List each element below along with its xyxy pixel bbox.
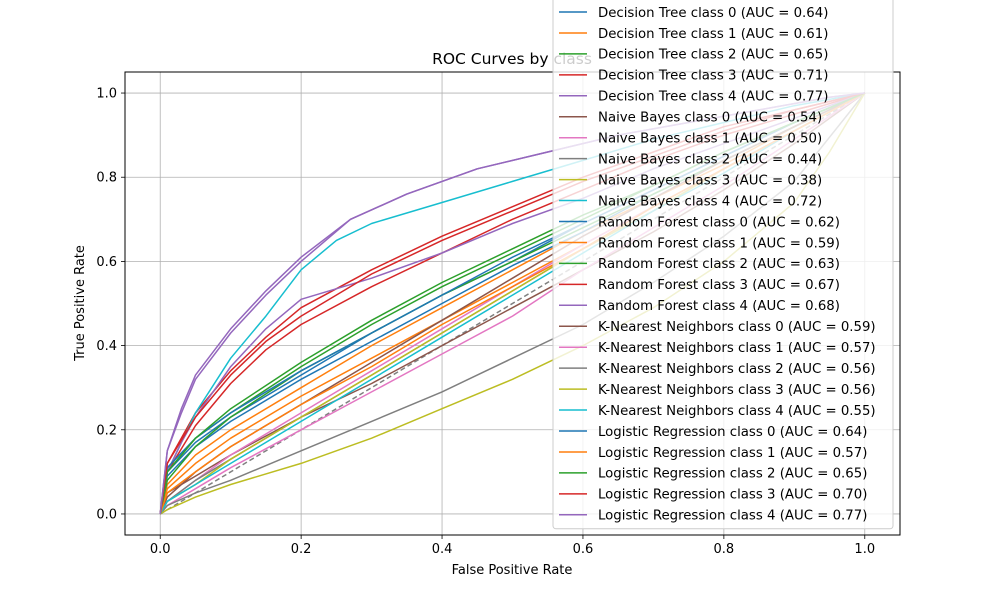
legend-entry: Decision Tree class 2 (AUC = 0.65) xyxy=(559,48,828,63)
y-axis-ticks: 0.0 0.2 0.4 0.6 0.8 1.0 xyxy=(96,87,125,522)
legend-label: Naive Bayes class 0 (AUC = 0.54) xyxy=(598,111,822,126)
legend-entry: Naive Bayes class 3 (AUC = 0.38) xyxy=(559,173,822,188)
legend-label: Naive Bayes class 3 (AUC = 0.38) xyxy=(598,173,822,188)
x-tick-label: 0.6 xyxy=(573,542,594,557)
legend-label: K-Nearest Neighbors class 4 (AUC = 0.55) xyxy=(598,404,876,419)
legend-entry: Logistic Regression class 1 (AUC = 0.57) xyxy=(559,446,867,461)
y-tick-label: 0.8 xyxy=(96,171,117,186)
legend-label: Naive Bayes class 4 (AUC = 0.72) xyxy=(598,194,822,209)
legend-label: Random Forest class 0 (AUC = 0.62) xyxy=(598,215,840,230)
legend-label: Logistic Regression class 3 (AUC = 0.70) xyxy=(598,488,867,503)
legend-label: K-Nearest Neighbors class 3 (AUC = 0.56) xyxy=(598,383,876,398)
legend-entry: Naive Bayes class 4 (AUC = 0.72) xyxy=(559,194,822,209)
legend-entry: K-Nearest Neighbors class 2 (AUC = 0.56) xyxy=(559,362,876,377)
plot-frame xyxy=(124,71,901,536)
legend-entry: Naive Bayes class 0 (AUC = 0.54) xyxy=(559,111,822,126)
legend-box xyxy=(552,0,894,530)
legend-entry: K-Nearest Neighbors class 1 (AUC = 0.57) xyxy=(559,341,876,356)
x-tick-label: 0.0 xyxy=(150,542,171,557)
legend-entry: Random Forest class 3 (AUC = 0.67) xyxy=(559,278,840,293)
legend-entry: K-Nearest Neighbors class 0 (AUC = 0.59) xyxy=(559,320,876,335)
legend-entry: Naive Bayes class 2 (AUC = 0.44) xyxy=(559,152,822,167)
legend-label: Random Forest class 2 (AUC = 0.63) xyxy=(598,257,840,272)
legend-label: Decision Tree class 2 (AUC = 0.65) xyxy=(598,48,828,63)
legend-items: Decision Tree class 0 (AUC = 0.64) Decisi… xyxy=(559,6,876,524)
legend-entry: Logistic Regression class 4 (AUC = 0.77) xyxy=(559,509,867,524)
legend-label: Decision Tree class 0 (AUC = 0.64) xyxy=(598,6,828,21)
legend-entry: K-Nearest Neighbors class 4 (AUC = 0.55) xyxy=(559,404,876,419)
legend-label: Random Forest class 4 (AUC = 0.68) xyxy=(598,299,840,314)
y-axis-title: True Positive Rate xyxy=(73,245,88,362)
legend-label: Logistic Regression class 2 (AUC = 0.65) xyxy=(598,467,867,482)
legend-label: Random Forest class 3 (AUC = 0.67) xyxy=(598,278,840,293)
chart-title: ROC Curves by class xyxy=(432,50,592,68)
legend-label: K-Nearest Neighbors class 0 (AUC = 0.59) xyxy=(598,320,876,335)
y-tick-label: 0.2 xyxy=(96,423,117,438)
legend-entry: Random Forest class 4 (AUC = 0.68) xyxy=(559,299,840,314)
x-tick-label: 0.2 xyxy=(291,542,312,557)
legend-entry: Random Forest class 0 (AUC = 0.62) xyxy=(559,215,840,230)
legend-label: K-Nearest Neighbors class 1 (AUC = 0.57) xyxy=(598,341,876,356)
y-tick-label: 0.0 xyxy=(96,507,117,522)
legend-label: Naive Bayes class 1 (AUC = 0.50) xyxy=(598,132,822,147)
x-tick-label: 0.4 xyxy=(432,542,453,557)
x-axis-ticks: 0.0 0.2 0.4 0.6 0.8 1.0 xyxy=(150,535,875,557)
legend-entry: Random Forest class 2 (AUC = 0.63) xyxy=(559,257,840,272)
legend-entry: Naive Bayes class 1 (AUC = 0.50) xyxy=(559,132,822,147)
y-tick-label: 0.4 xyxy=(96,339,117,354)
legend-label: Decision Tree class 4 (AUC = 0.77) xyxy=(598,90,828,105)
legend-label: Logistic Regression class 4 (AUC = 0.77) xyxy=(598,509,867,524)
legend: Decision Tree class 0 (AUC = 0.64) Decisi… xyxy=(552,0,894,530)
legend-label: Random Forest class 1 (AUC = 0.59) xyxy=(598,236,840,251)
legend-label: Decision Tree class 1 (AUC = 0.61) xyxy=(598,27,828,42)
legend-entry: Logistic Regression class 2 (AUC = 0.65) xyxy=(559,467,867,482)
legend-entry: K-Nearest Neighbors class 3 (AUC = 0.56) xyxy=(559,383,876,398)
legend-entry: Decision Tree class 3 (AUC = 0.71) xyxy=(559,69,828,84)
legend-entry: Decision Tree class 1 (AUC = 0.61) xyxy=(559,27,828,42)
legend-entry: Logistic Regression class 0 (AUC = 0.64) xyxy=(559,425,867,440)
legend-entry: Logistic Regression class 3 (AUC = 0.70) xyxy=(559,488,867,503)
x-tick-label: 1.0 xyxy=(854,542,875,557)
legend-entry: Decision Tree class 4 (AUC = 0.77) xyxy=(559,90,828,105)
legend-entry: Random Forest class 1 (AUC = 0.59) xyxy=(559,236,840,251)
y-tick-label: 1.0 xyxy=(96,87,117,102)
legend-label: Logistic Regression class 0 (AUC = 0.64) xyxy=(598,425,867,440)
x-tick-label: 0.8 xyxy=(714,542,735,557)
legend-label: Decision Tree class 3 (AUC = 0.71) xyxy=(598,69,828,84)
legend-label: Naive Bayes class 2 (AUC = 0.44) xyxy=(598,152,822,167)
legend-label: K-Nearest Neighbors class 2 (AUC = 0.56) xyxy=(598,362,876,377)
legend-entry: Decision Tree class 0 (AUC = 0.64) xyxy=(559,6,828,21)
y-tick-label: 0.6 xyxy=(96,255,117,270)
x-axis-title: False Positive Rate xyxy=(452,563,573,578)
legend-label: Logistic Regression class 1 (AUC = 0.57) xyxy=(598,446,867,461)
